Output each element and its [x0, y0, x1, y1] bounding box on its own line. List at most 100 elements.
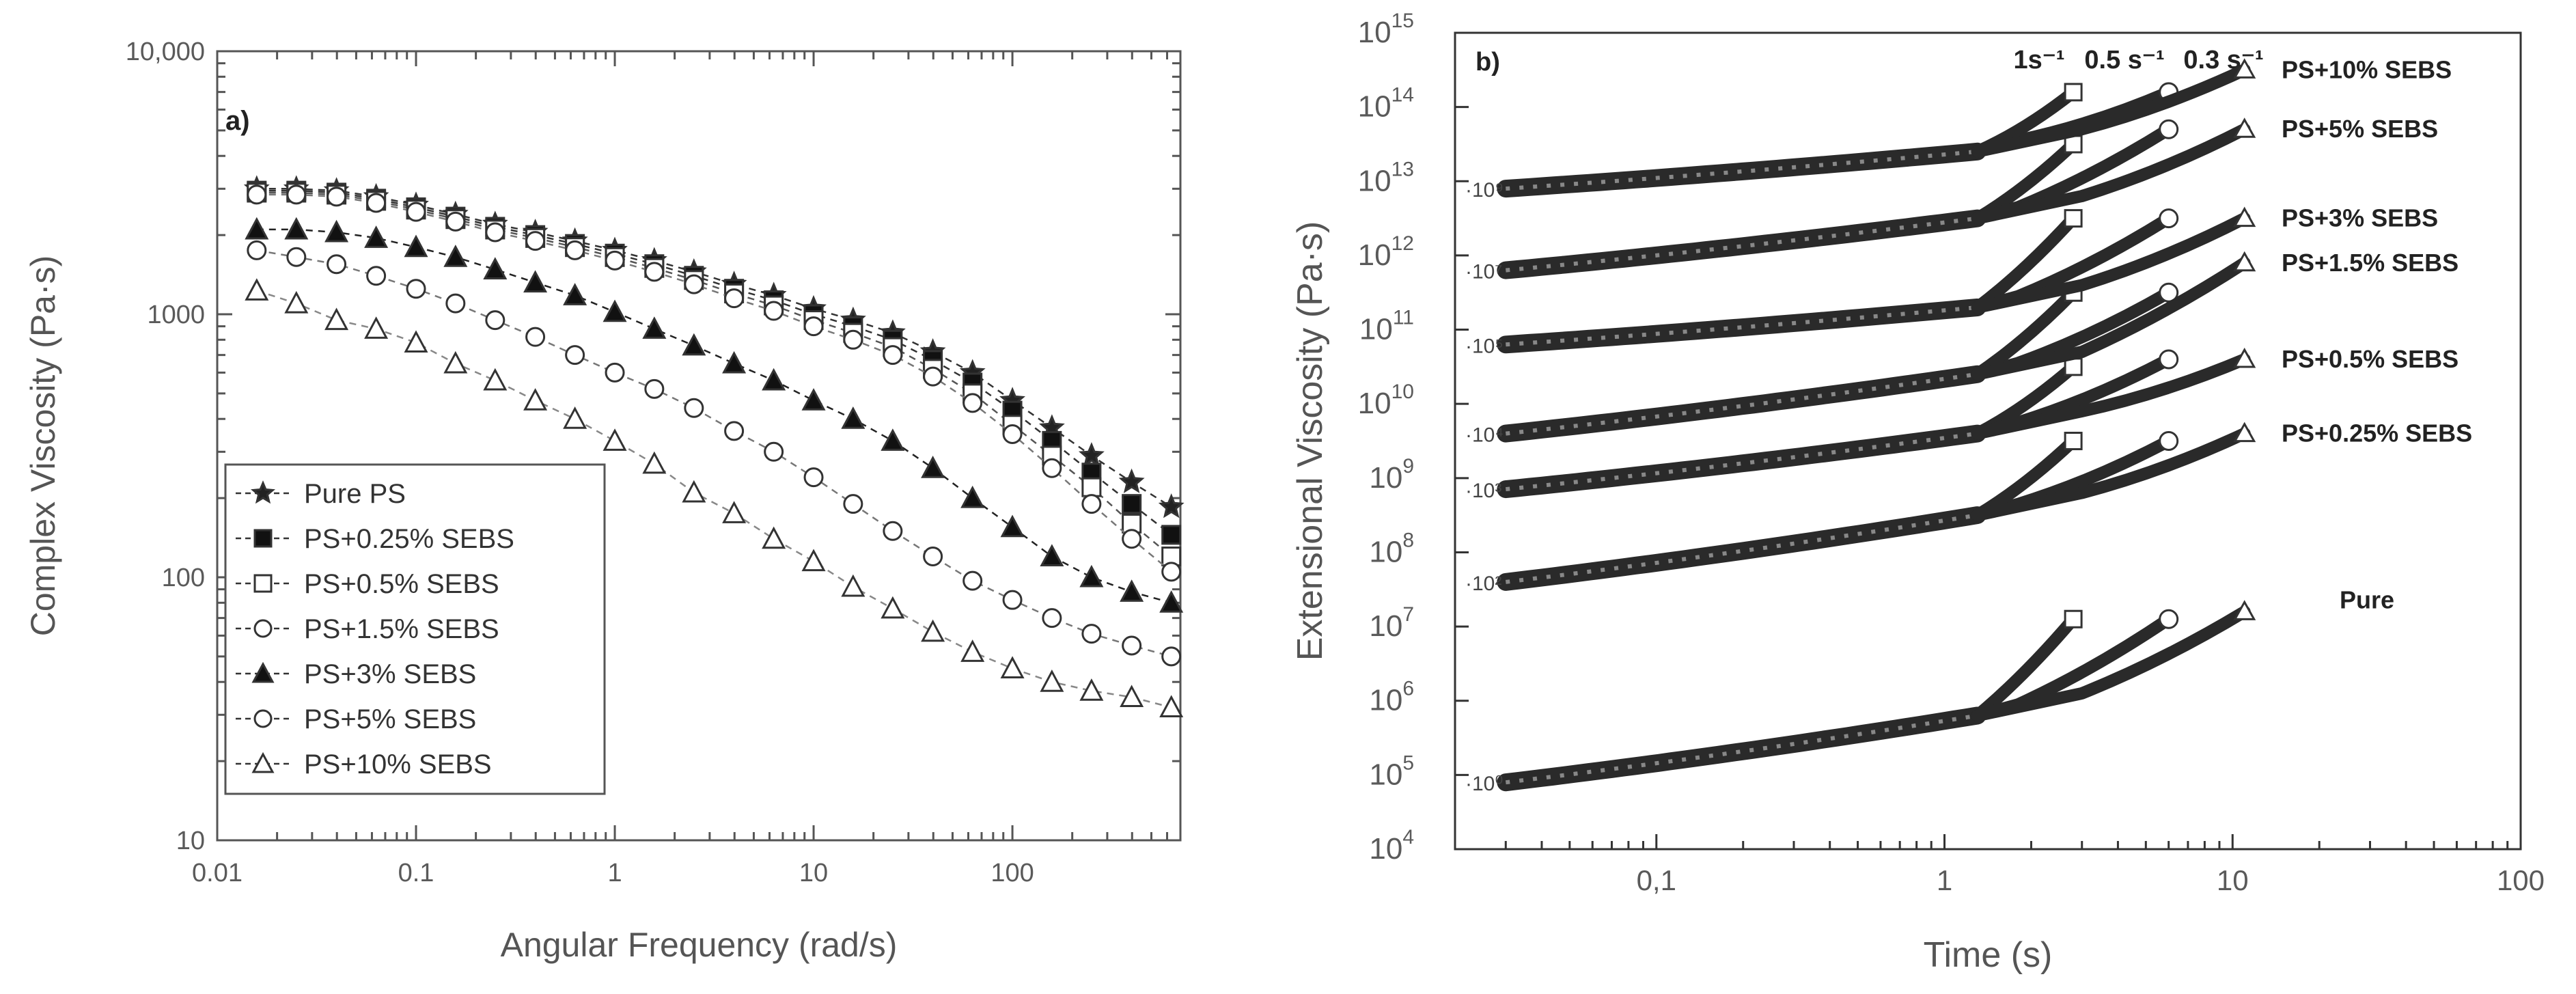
marker-open-circle	[445, 293, 466, 314]
marker-star	[1118, 468, 1145, 493]
marker-open-circle	[1122, 529, 1142, 549]
series-ps-10-sebs	[245, 278, 1184, 718]
marker-filled-triangle	[762, 368, 786, 391]
curve-branch	[1971, 613, 2080, 722]
marker-filled-triangle	[682, 333, 706, 356]
series-label: PS+10% SEBS	[2282, 55, 2452, 83]
curve-texture	[1505, 713, 1978, 785]
x-tick-label-b: 100	[2497, 864, 2545, 896]
y-tick-exponent: 14	[1391, 84, 1414, 107]
marker-filled-triangle	[603, 299, 627, 322]
y-tick-exponent: 8	[1402, 529, 1414, 551]
y-tick-exponent: 9	[1402, 455, 1414, 478]
y-tick-exponent: 12	[1391, 232, 1414, 255]
marker-open-square	[1081, 477, 1102, 497]
marker-open-circle	[366, 193, 387, 213]
marker-open-triangle	[404, 330, 428, 353]
marker-open-circle	[327, 187, 347, 207]
y-tick-exponent: 6	[1402, 678, 1414, 700]
series-ps-3-sebs	[245, 217, 1184, 613]
y-tick-label-b: 106	[1369, 678, 1414, 717]
marker-filled-triangle	[960, 485, 985, 508]
legend-entry: PS+5% SEBS	[304, 704, 476, 734]
marker-open-circle	[565, 345, 585, 365]
marker-open-triangle	[960, 639, 985, 662]
marker-open-circle	[485, 310, 505, 331]
marker-open-triangle	[251, 751, 275, 773]
marker-open-triangle	[1159, 695, 1184, 718]
marker-open-triangle	[881, 596, 905, 619]
panel-b: 0,1 1 10 1001041051061071081091010101110121…	[1290, 10, 2545, 975]
shift-factor-label: ·10⁹	[1465, 179, 1504, 202]
marker-open-triangle	[563, 406, 587, 429]
curve-ps-0-25-sebs: ·10² PS+0.25% SEBS	[1465, 419, 2472, 595]
shift-factor-label: ·10⁰	[1465, 773, 1503, 795]
curve-ps-3-sebs: ·10⁵ PS+3% SEBS	[1465, 204, 2438, 358]
marker-open-circle	[1002, 424, 1023, 445]
shift-factor-label: ·10²	[1465, 572, 1501, 595]
y-tick-label-b: 1011	[1359, 307, 1414, 346]
marker-filled-square	[1161, 525, 1182, 545]
x-tick-label-a: 0.01	[192, 859, 243, 887]
y-tick-label-a: 1000	[147, 301, 205, 329]
marker-open-circle	[962, 393, 983, 413]
legend-entry: PS+10% SEBS	[304, 749, 492, 779]
curve-ps-10-sebs: ·10⁹ PS+10% SEBS	[1465, 55, 2452, 202]
y-tick-exponent: 4	[1402, 826, 1414, 848]
marker-open-circle	[724, 288, 745, 309]
marker-open-circle	[366, 266, 387, 286]
strain-rate-label: 1s⁻¹	[2014, 46, 2065, 74]
marker-open-triangle	[603, 428, 627, 451]
marker-open-circle	[843, 494, 863, 514]
marker-filled-triangle	[1040, 544, 1064, 567]
curve-pure: ·10⁰ Pure	[1465, 585, 2394, 795]
marker-open-circle	[644, 262, 665, 282]
marker-filled-triangle	[1000, 514, 1025, 538]
marker-open-circle	[485, 222, 505, 243]
marker-open-circle	[1161, 562, 1182, 582]
marker-open-circle	[247, 240, 267, 260]
marker-filled-triangle	[251, 661, 275, 683]
curve-branch	[1971, 212, 2251, 314]
curve-band	[1497, 365, 1986, 443]
curve-texture	[1505, 513, 1978, 584]
legend-entry: PS+1.5% SEBS	[304, 614, 499, 644]
legend-entry: PS+3% SEBS	[304, 659, 476, 689]
marker-open-circle	[605, 362, 625, 383]
curve-band	[1497, 142, 1986, 198]
marker-open-circle	[1042, 458, 1062, 478]
marker-filled-triangle	[921, 456, 945, 478]
marker-open-circle	[1042, 608, 1062, 629]
marker-open-triangle	[523, 388, 548, 411]
series-label: PS+5% SEBS	[2282, 115, 2438, 143]
marker-open-circle	[644, 378, 665, 399]
marker-filled-triangle	[364, 225, 389, 248]
marker-open-circle	[565, 240, 585, 260]
x-tick-label-b: 0,1	[1637, 864, 1676, 896]
shift-factor-label: ·10⁴	[1465, 424, 1504, 447]
series-label: PS+1.5% SEBS	[2282, 249, 2459, 277]
marker-open-circle	[286, 247, 307, 267]
marker-filled-square	[1122, 494, 1142, 514]
marker-open-circle	[247, 184, 267, 205]
marker-filled-triangle	[1159, 590, 1184, 613]
curve-ps-1-5-sebs: ·10⁴ PS+1.5% SEBS	[1465, 249, 2459, 447]
curve-branch	[1971, 427, 2251, 522]
marker-open-triangle	[284, 290, 309, 314]
x-axis-title-a: Angular Frequency (rad/s)	[501, 926, 898, 964]
x-tick-label-b: 1	[1937, 864, 1952, 896]
curve-branch	[1971, 64, 2251, 158]
y-tick-exponent: 10	[1391, 381, 1414, 403]
y-tick-exponent: 7	[1402, 603, 1414, 626]
x-tick-label-a: 1	[607, 859, 622, 887]
marker-open-circle	[253, 709, 273, 728]
marker-open-circle	[525, 231, 546, 251]
marker-filled-triangle	[523, 270, 548, 293]
end-marker-circle	[2159, 119, 2179, 139]
plot-frame-b	[1454, 31, 2522, 851]
marker-filled-triangle	[841, 406, 865, 429]
marker-open-circle	[1002, 590, 1023, 610]
marker-filled-triangle	[245, 217, 269, 240]
marker-open-circle	[406, 202, 426, 222]
shift-factor-label: ·10³	[1465, 480, 1501, 502]
